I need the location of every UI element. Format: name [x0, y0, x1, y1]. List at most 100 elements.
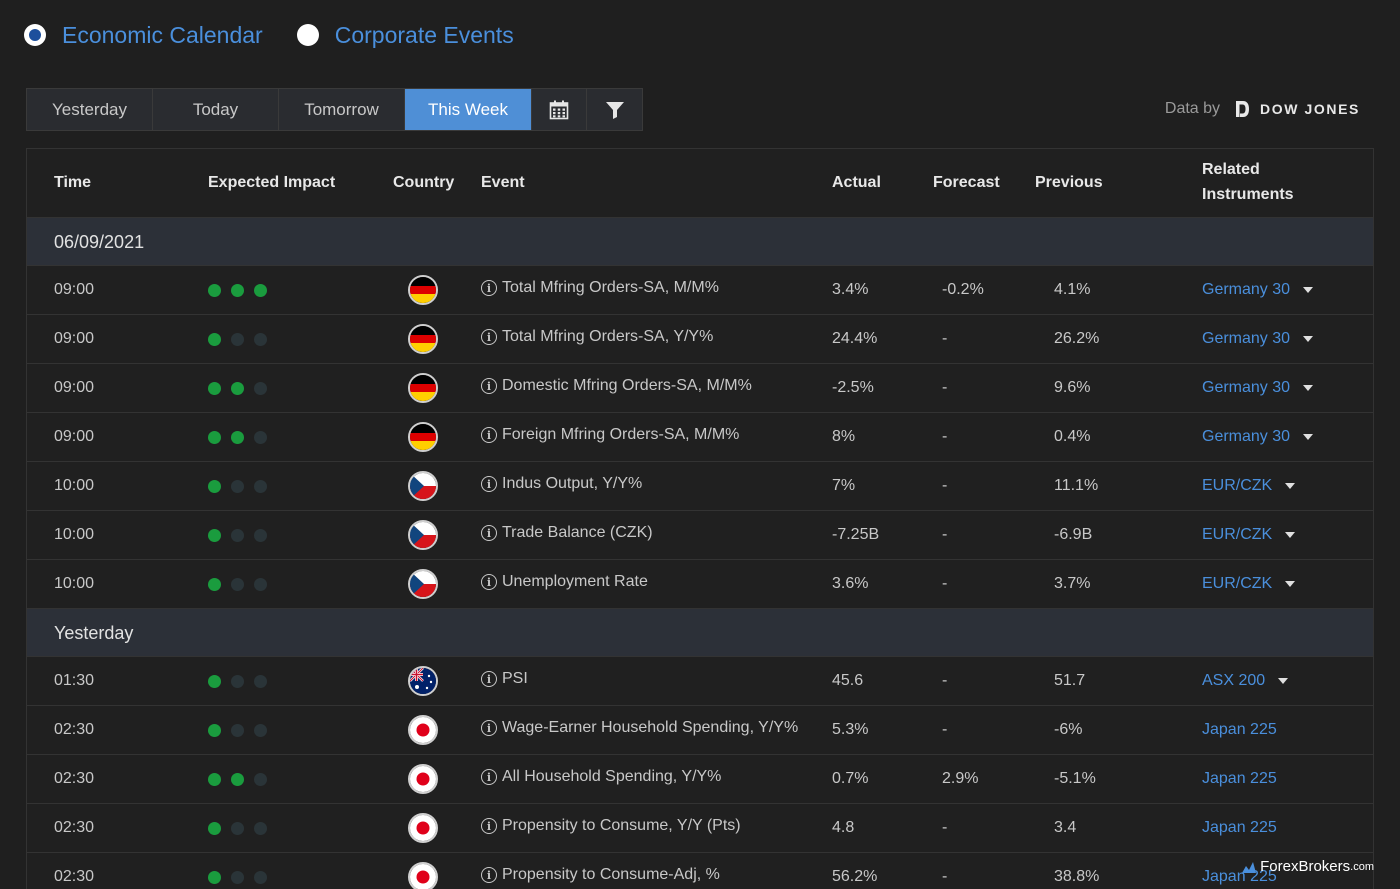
- event-name[interactable]: i Total Mfring Orders-SA, Y/Y%: [481, 328, 713, 346]
- related-instrument-link[interactable]: EUR/CZK: [1202, 477, 1296, 495]
- related-instrument-text[interactable]: Japan 225: [1202, 868, 1277, 885]
- impact-indicator: [208, 822, 277, 835]
- chevron-down-icon[interactable]: [1278, 678, 1289, 684]
- table-row[interactable]: 09:00 i Total Mfring Orders-SA, Y/Y% 24.4% -…: [27, 315, 1373, 364]
- corporate-events-label[interactable]: Corporate Events: [334, 21, 514, 48]
- related-instrument-text[interactable]: EUR/CZK: [1202, 477, 1273, 494]
- event-name[interactable]: i Propensity to Consume, Y/Y (Pts): [481, 817, 741, 835]
- filter-button[interactable]: [587, 89, 642, 130]
- related-instrument-link[interactable]: EUR/CZK: [1202, 575, 1296, 593]
- table-row[interactable]: 09:00 i Total Mfring Orders-SA, M/M% 3.4% -0…: [27, 266, 1373, 315]
- table-row[interactable]: 10:00 i Trade Balance (CZK) -7.25B - -6.9B EUR…: [27, 511, 1373, 560]
- info-icon[interactable]: i: [481, 476, 497, 492]
- event-time: 02:30: [54, 819, 95, 836]
- this-week-button[interactable]: This Week: [405, 89, 532, 130]
- impact-indicator: [208, 871, 277, 884]
- related-instrument-link[interactable]: Germany 30: [1202, 281, 1314, 299]
- table-row[interactable]: 01:30 i PSI 45.6 - 51.7 ASX 200: [27, 657, 1373, 706]
- info-icon[interactable]: i: [481, 378, 497, 394]
- chevron-down-icon[interactable]: [1285, 581, 1296, 587]
- economic-calendar-label[interactable]: Economic Calendar: [62, 21, 263, 48]
- actual-value: -7.25B: [832, 526, 880, 543]
- event-name-text: Total Mfring Orders-SA, M/M%: [502, 279, 719, 296]
- related-instrument-text[interactable]: Japan 225: [1202, 721, 1277, 738]
- table-row[interactable]: 09:00 i Domestic Mfring Orders-SA, M/M% -2.…: [27, 364, 1373, 413]
- info-icon[interactable]: i: [481, 427, 497, 443]
- related-instrument-text[interactable]: Germany 30: [1202, 379, 1291, 396]
- table-row[interactable]: 09:00 i Foreign Mfring Orders-SA, M/M% 8% - 0…: [27, 413, 1373, 462]
- event-name[interactable]: i Domestic Mfring Orders-SA, M/M%: [481, 377, 752, 395]
- event-name[interactable]: i Wage-Earner Household Spending, Y/Y%: [481, 719, 798, 737]
- table-row[interactable]: 02:30 i Propensity to Consume, Y/Y (Pts) 4.…: [27, 804, 1373, 853]
- info-icon[interactable]: i: [481, 525, 497, 541]
- chevron-down-icon[interactable]: [1303, 434, 1314, 440]
- table-row[interactable]: 02:30 i All Household Spending, Y/Y% 0.7% 2.…: [27, 755, 1373, 804]
- corporate-events-option[interactable]: Corporate Events: [296, 21, 514, 49]
- info-icon[interactable]: i: [481, 769, 497, 785]
- event-name[interactable]: i PSI: [481, 670, 528, 688]
- related-instrument-link[interactable]: EUR/CZK: [1202, 526, 1296, 544]
- related-instrument-text[interactable]: Germany 30: [1202, 330, 1291, 347]
- actual-value: -2.5%: [832, 379, 874, 396]
- impact-dot: [208, 871, 221, 884]
- impact-indicator: [208, 578, 277, 591]
- event-name[interactable]: i Foreign Mfring Orders-SA, M/M%: [481, 426, 739, 444]
- related-instrument-link[interactable]: Germany 30: [1202, 379, 1314, 397]
- today-button[interactable]: Today: [153, 89, 279, 130]
- forecast-value: -: [942, 721, 948, 738]
- table-row[interactable]: 10:00 i Indus Output, Y/Y% 7% - 11.1% EUR/CZK: [27, 462, 1373, 511]
- chevron-down-icon[interactable]: [1303, 287, 1314, 293]
- event-name-text: PSI: [502, 670, 528, 687]
- economic-calendar-option[interactable]: Economic Calendar: [24, 22, 263, 49]
- actual-value: 8%: [832, 428, 856, 445]
- related-instrument-text[interactable]: Germany 30: [1202, 281, 1291, 298]
- forecast-value: -: [942, 526, 948, 543]
- related-instrument-text[interactable]: Germany 30: [1202, 428, 1291, 445]
- chevron-down-icon[interactable]: [1285, 532, 1296, 538]
- info-icon[interactable]: i: [481, 818, 497, 834]
- related-instrument-link[interactable]: Japan 225: [1202, 819, 1277, 837]
- related-instrument-text[interactable]: EUR/CZK: [1202, 526, 1273, 543]
- event-name[interactable]: i Propensity to Consume-Adj, %: [481, 866, 720, 884]
- info-icon[interactable]: i: [481, 720, 497, 736]
- date-group-label: Yesterday: [54, 623, 134, 643]
- related-instrument-link[interactable]: Japan 225: [1202, 868, 1277, 886]
- event-name[interactable]: i All Household Spending, Y/Y%: [481, 768, 721, 786]
- info-icon[interactable]: i: [481, 671, 497, 687]
- table-row[interactable]: 02:30 i Wage-Earner Household Spending, Y/…: [27, 706, 1373, 755]
- chevron-down-icon[interactable]: [1285, 483, 1296, 489]
- chevron-down-icon[interactable]: [1303, 336, 1314, 342]
- calendar-button[interactable]: [532, 89, 587, 130]
- related-instrument-text[interactable]: Japan 225: [1202, 819, 1277, 836]
- yesterday-button[interactable]: Yesterday: [27, 89, 153, 130]
- related-instrument-text[interactable]: EUR/CZK: [1202, 575, 1273, 592]
- info-icon[interactable]: i: [481, 574, 497, 590]
- info-icon[interactable]: i: [481, 280, 497, 296]
- info-icon[interactable]: i: [481, 329, 497, 345]
- related-instrument-link[interactable]: ASX 200: [1202, 672, 1289, 690]
- previous-value: 51.7: [1054, 672, 1086, 689]
- table-row[interactable]: 02:30 i Propensity to Consume-Adj, % 56.2% -…: [27, 853, 1373, 889]
- related-instrument-link[interactable]: Japan 225: [1202, 770, 1277, 788]
- impact-dot: [254, 871, 267, 884]
- previous-value: 9.6%: [1054, 379, 1091, 396]
- tomorrow-button[interactable]: Tomorrow: [279, 89, 405, 130]
- related-instrument-text[interactable]: ASX 200: [1202, 672, 1266, 689]
- event-name[interactable]: i Trade Balance (CZK): [481, 524, 653, 542]
- event-name[interactable]: i Indus Output, Y/Y%: [481, 475, 642, 493]
- info-icon[interactable]: i: [481, 867, 497, 883]
- event-name[interactable]: i Total Mfring Orders-SA, M/M%: [481, 279, 719, 297]
- czech-flag-icon: [408, 471, 438, 501]
- chevron-down-icon[interactable]: [1303, 385, 1314, 391]
- corporate-events-radio[interactable]: [296, 24, 319, 46]
- related-instrument-text[interactable]: Japan 225: [1202, 770, 1277, 787]
- economic-calendar-radio[interactable]: [24, 24, 46, 46]
- table-row[interactable]: 10:00 i Unemployment Rate 3.6% - 3.7% EUR/CZK: [27, 560, 1373, 609]
- related-instrument-link[interactable]: Germany 30: [1202, 428, 1314, 446]
- col-related-line1: Related: [1202, 161, 1260, 178]
- czech-flag-icon: [408, 520, 438, 550]
- related-instrument-link[interactable]: Germany 30: [1202, 330, 1314, 348]
- event-name[interactable]: i Unemployment Rate: [481, 573, 648, 591]
- related-instrument-link[interactable]: Japan 225: [1202, 721, 1277, 739]
- impact-dot: [231, 675, 244, 688]
